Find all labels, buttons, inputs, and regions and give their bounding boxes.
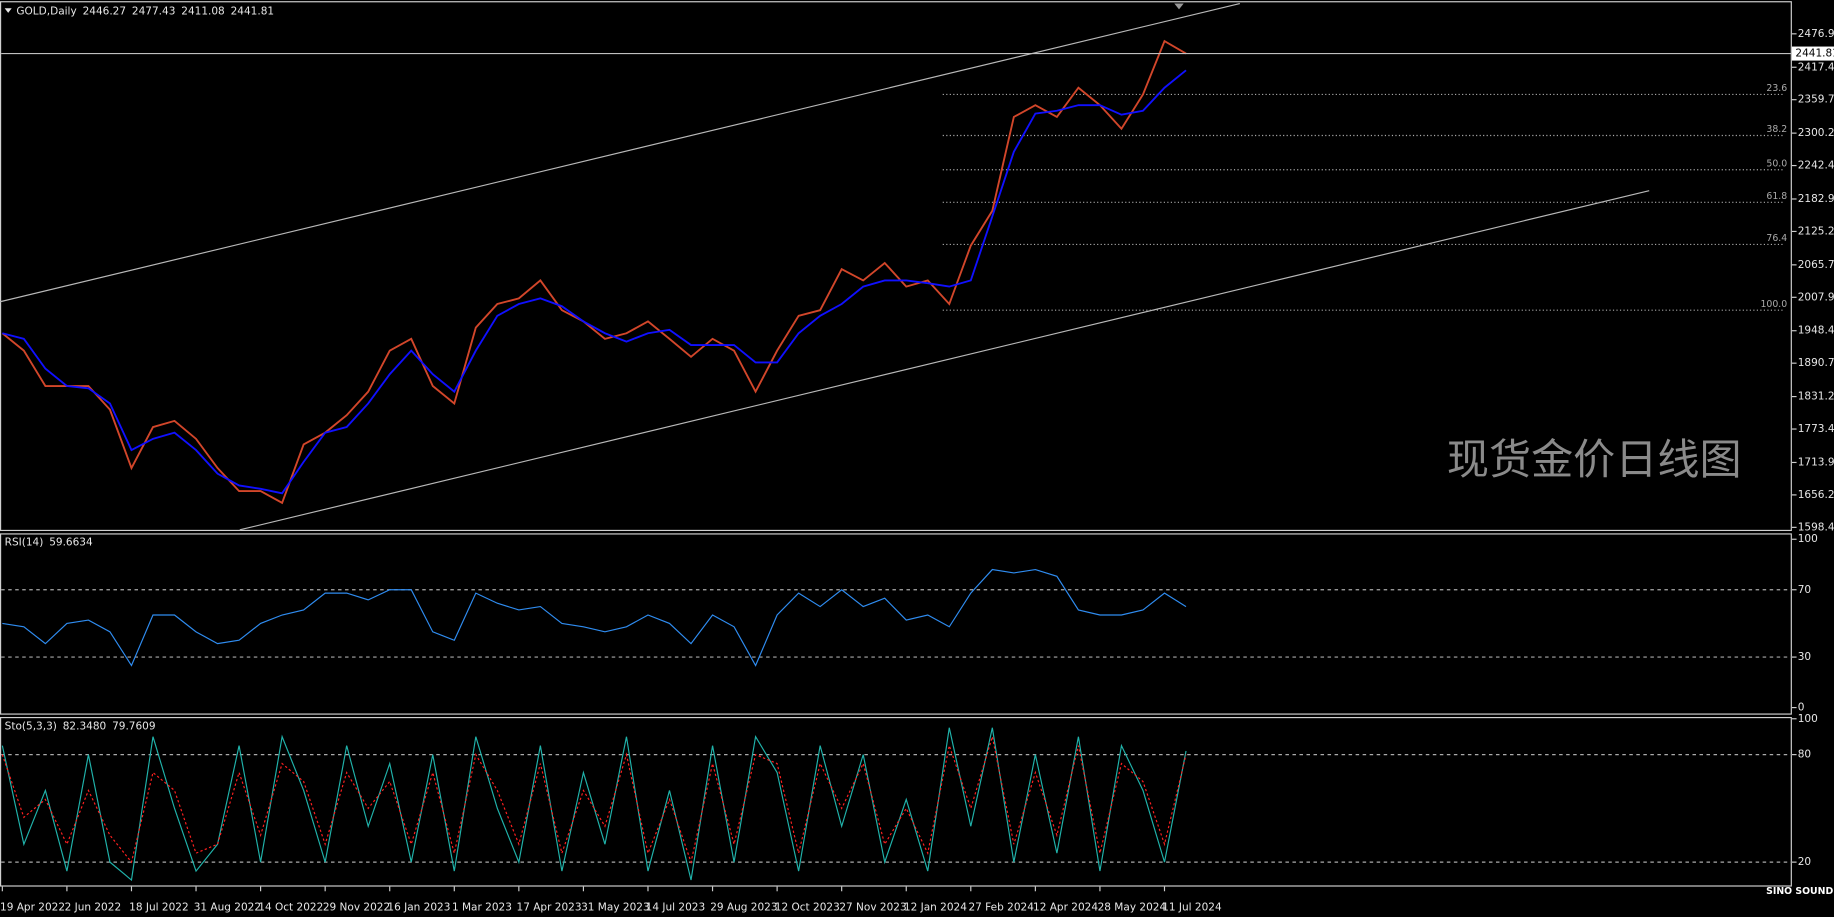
y-tick-label: 0 [1798,702,1805,714]
y-tick-label: 1831.20 [1798,391,1834,403]
y-tick-label: 2417.45 [1798,61,1834,73]
x-tick-label: 14 Jul 2023 [646,902,706,914]
chart-header: 2446.27 [83,6,127,18]
fib-label: 61.8 [1766,191,1787,202]
chart-header: 2477.43 [132,6,176,18]
indicator-header: 82.3480 [63,720,107,732]
fib-label: 76.4 [1766,233,1787,244]
x-tick-label: 16 Jan 2023 [387,902,450,914]
x-tick-label: 1 Mar 2023 [452,902,512,914]
menu-arrow[interactable] [4,8,12,13]
y-tick-label: 80 [1798,749,1811,761]
series-line [1,727,1187,882]
main-pane [0,1,1792,532]
x-tick-label: 18 Jul 2022 [129,902,189,914]
indicator-header: 59.6634 [49,537,93,549]
y-tick-label: 1773.45 [1798,423,1834,435]
x-tick-label: 11 Jul 2024 [1162,902,1222,914]
y-tick-label: 2065.70 [1798,259,1834,271]
indicator-header: RSI(14) [5,537,44,549]
x-tick-label: 19 Apr 2022 [0,902,65,914]
y-tick-label: 100 [1798,533,1818,545]
series-line [2,568,1187,667]
series-line [2,69,1187,495]
chart-header: 2411.08 [181,6,225,18]
x-tick-label: 2 Jun 2022 [65,902,122,914]
x-tick-label: 29 Nov 2022 [323,902,390,914]
y-tick-label: 20 [1798,856,1811,868]
y-tick-label: 1656.20 [1798,489,1834,501]
stoch-pane [0,716,1792,887]
x-tick-label: 31 May 2023 [581,902,650,914]
last-price-box [1791,46,1834,61]
y-tick-label: 2182.95 [1798,193,1834,205]
y-tick-label: 1890.70 [1798,357,1834,369]
y-tick-label: 70 [1798,584,1811,596]
y-tick-label: 2125.20 [1798,225,1834,237]
x-tick-label: 14 Oct 2022 [258,902,323,914]
fib-label: 23.6 [1766,83,1787,94]
y-tick-label: 2476.95 [1798,28,1834,40]
x-tick-label: 17 Apr 2023 [517,902,582,914]
watermark: 现货金价日线图 [1447,435,1742,484]
fib-label: 50.0 [1766,158,1787,169]
chart-header: 2441.81 [231,6,275,18]
x-tick-label: 31 Aug 2022 [194,902,261,914]
last-price-label: 2441.81 [1795,48,1834,60]
chart-header: GOLD,Daily [16,6,76,18]
x-tick-label: 27 Feb 2024 [968,902,1034,914]
x-tick-label: 12 Oct 2023 [775,902,840,914]
fib-label: 100.0 [1760,299,1787,310]
channel-lower [239,190,1650,531]
indicator-header: Sto(5,3,3) [5,720,57,732]
x-tick-label: 12 Jan 2024 [904,902,967,914]
x-tick-label: 27 Nov 2023 [839,902,906,914]
y-tick-label: 1948.45 [1798,325,1834,337]
y-tick-label: 30 [1798,651,1811,663]
rsi-pane [0,533,1792,715]
x-tick-label: 12 Apr 2024 [1033,902,1098,914]
y-tick-label: 1713.95 [1798,456,1834,468]
y-tick-label: 2007.95 [1798,291,1834,303]
x-tick-label: 28 May 2024 [1098,902,1167,914]
series-line [1,736,1187,865]
indicator-header: 79.7609 [112,720,156,732]
shift-marker [1174,3,1184,10]
fib-label: 38.2 [1766,124,1787,135]
y-tick-label: 1598.45 [1798,521,1834,533]
y-tick-label: 2300.20 [1798,127,1834,139]
series-line [1,39,1187,505]
x-tick-label: 29 Aug 2023 [710,902,777,914]
y-tick-label: 2242.45 [1798,160,1834,172]
y-tick-label: 100 [1798,713,1818,725]
logo: SINO SOUND [1766,886,1833,897]
y-tick-label: 2359.70 [1798,94,1834,106]
